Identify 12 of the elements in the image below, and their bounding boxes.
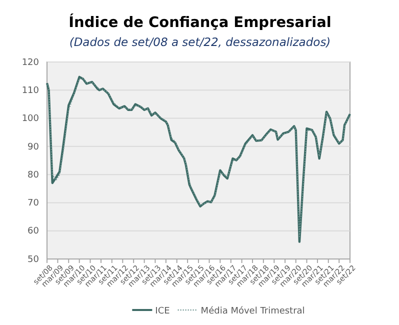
- legend-label: Média Móvel Trimestral: [200, 306, 305, 316]
- y-tick-label: 70: [28, 198, 40, 209]
- chart-title: Índice de Confiança Empresarial: [68, 13, 332, 31]
- y-tick-label: 80: [28, 170, 40, 180]
- y-tick-label: 90: [28, 142, 40, 152]
- y-tick-label: 110: [22, 86, 40, 96]
- y-tick-label: 50: [28, 254, 40, 265]
- y-tick-label: 60: [28, 226, 40, 237]
- legend-label: ICE: [155, 306, 170, 316]
- y-tick-label: 100: [22, 114, 40, 124]
- y-tick-label: 120: [22, 58, 40, 68]
- chart-subtitle: (Dados de set/08 a set/22, dessazonalizados): [69, 35, 331, 49]
